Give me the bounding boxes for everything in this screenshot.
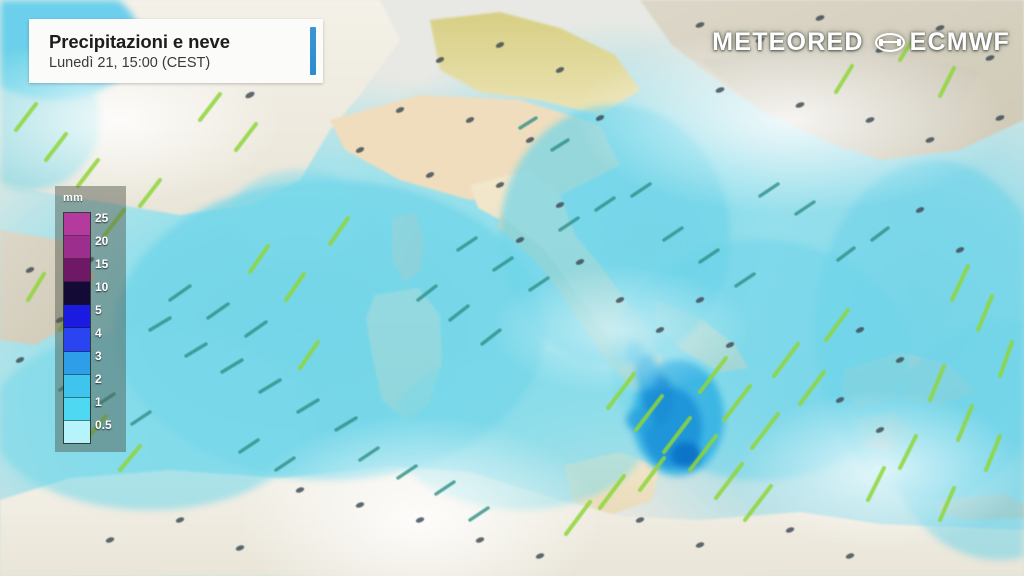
legend-label-25: 25 [95,211,109,225]
legend-swatch-0-5 [64,420,90,443]
accent-bar [310,27,316,75]
ecmwf-group: ECMWF [874,27,1010,56]
legend-label-15: 15 [95,257,109,271]
map-title-panel: Precipitazioni e neve Lunedì 21, 15:00 (… [29,19,323,83]
streaks-green [14,32,1014,536]
legend-label-3: 3 [95,349,102,363]
legend-label-5: 5 [95,303,102,317]
legend-label-10: 10 [95,280,109,294]
timestamp-label: Lunedì 21, 15:00 (CEST) [49,54,211,71]
legend-label-1: 1 [95,395,102,409]
streaks-dark-dots [15,15,1005,559]
precipitation-legend: mm 25 20 15 10 5 4 3 2 1 0.5 [55,186,126,452]
ecmwf-wordmark: ECMWF [909,27,1010,56]
legend-label-0-5: 0.5 [95,418,112,432]
legend-label-2: 2 [95,372,102,386]
legend-swatch-15 [64,259,90,283]
legend-label-4: 4 [95,326,102,340]
meteored-wordmark: METEORED [712,27,864,56]
legend-swatch-4 [64,328,90,352]
legend-swatch-1 [64,397,90,421]
legend-color-bar [63,212,91,444]
legend-swatch-10 [64,282,90,306]
page-title: Precipitazioni e neve [49,30,230,52]
legend-unit-label: mm [63,192,84,204]
streaks-teal [58,116,890,522]
title-text-wrap: Precipitazioni e neve Lunedì 21, 15:00 (… [29,31,323,72]
legend-swatch-5 [64,305,90,329]
legend-swatch-2 [64,374,90,398]
ecmwf-logo-icon [874,32,905,52]
legend-label-20: 20 [95,234,109,248]
branding-bar: METEORED ECMWF [712,28,1010,56]
legend-swatch-20 [64,236,90,260]
legend-swatch-25 [64,213,90,237]
legend-swatch-3 [64,351,90,375]
legend-tick-labels: 25 20 15 10 5 4 3 2 1 0.5 [95,206,125,446]
